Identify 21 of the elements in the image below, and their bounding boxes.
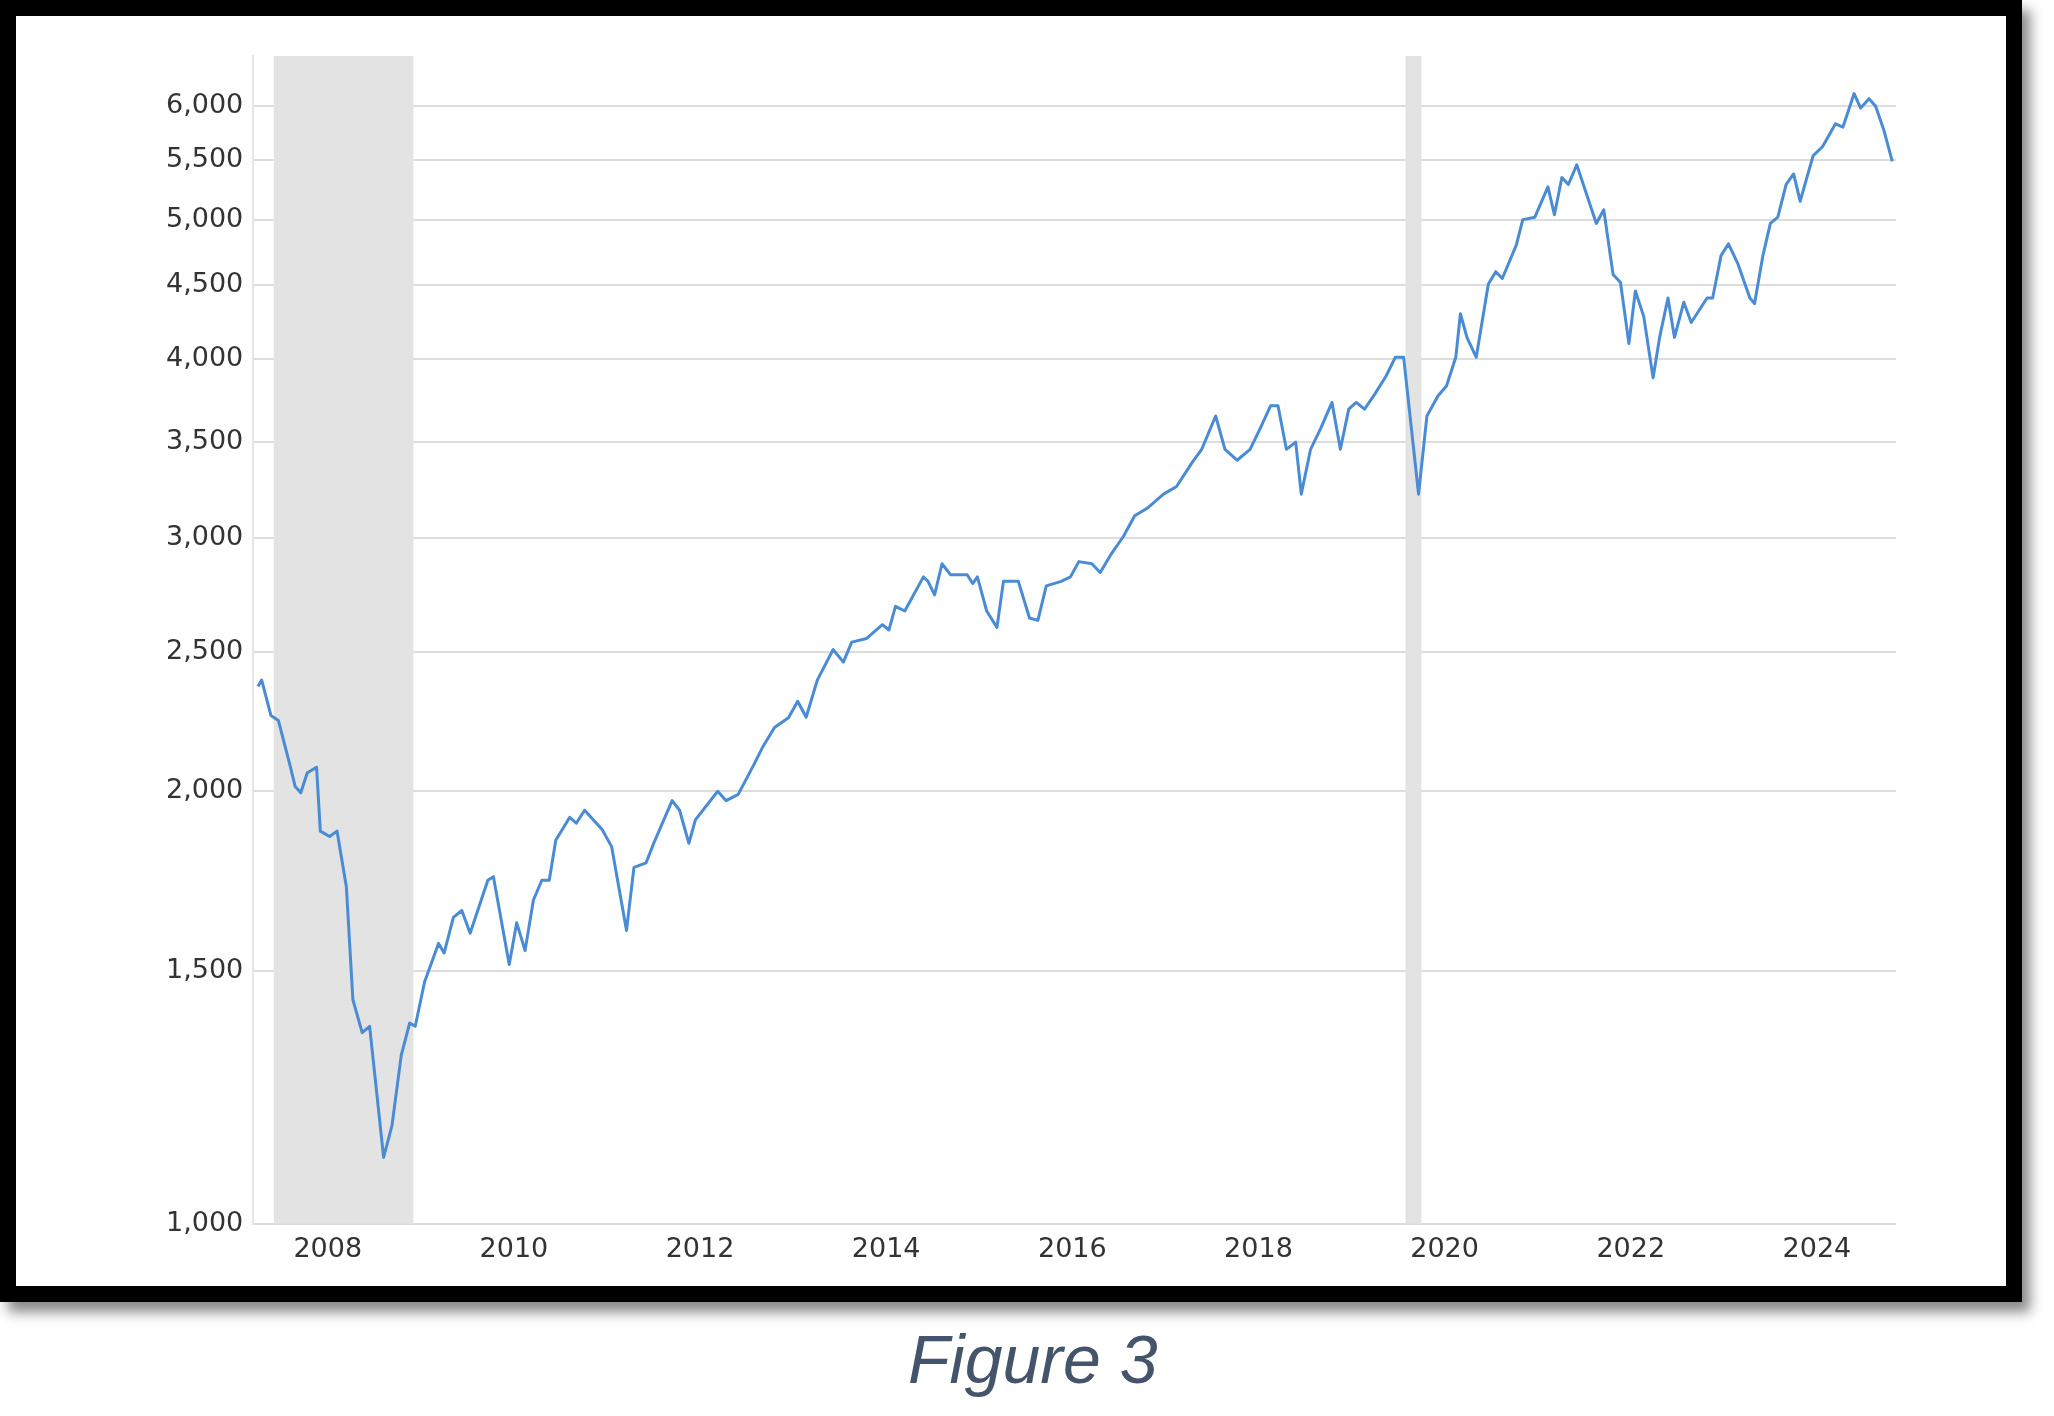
- x-tick-label: 2022: [1596, 1231, 1666, 1263]
- y-tick-label: 3,000: [166, 520, 244, 552]
- y-tick-label: 6,000: [166, 87, 244, 119]
- x-tick-label: 2020: [1410, 1231, 1479, 1263]
- x-tick-label: 2016: [1037, 1231, 1107, 1263]
- x-tick-label: 2024: [1782, 1231, 1852, 1263]
- y-tick-label: 1,000: [166, 1205, 244, 1237]
- y-tick-label: 2,500: [166, 634, 244, 666]
- caption: Figure 3: [908, 1321, 1158, 1397]
- x-tick-label: 2014: [851, 1231, 921, 1263]
- y-tick-label: 5,000: [166, 201, 244, 233]
- x-tick-label: 2010: [479, 1231, 549, 1263]
- x-tick-label: 2018: [1224, 1231, 1293, 1263]
- y-tick-label: 3,500: [166, 424, 244, 456]
- x-tick-label: 2012: [665, 1231, 735, 1263]
- y-tick-label: 2,000: [166, 773, 244, 805]
- y-tick-label: 1,500: [166, 952, 244, 984]
- x-tick-label: 2008: [293, 1231, 363, 1263]
- y-tick-label: 5,500: [166, 142, 244, 174]
- y-tick-label: 4,000: [166, 340, 244, 372]
- y-tick-label: 4,500: [166, 267, 244, 299]
